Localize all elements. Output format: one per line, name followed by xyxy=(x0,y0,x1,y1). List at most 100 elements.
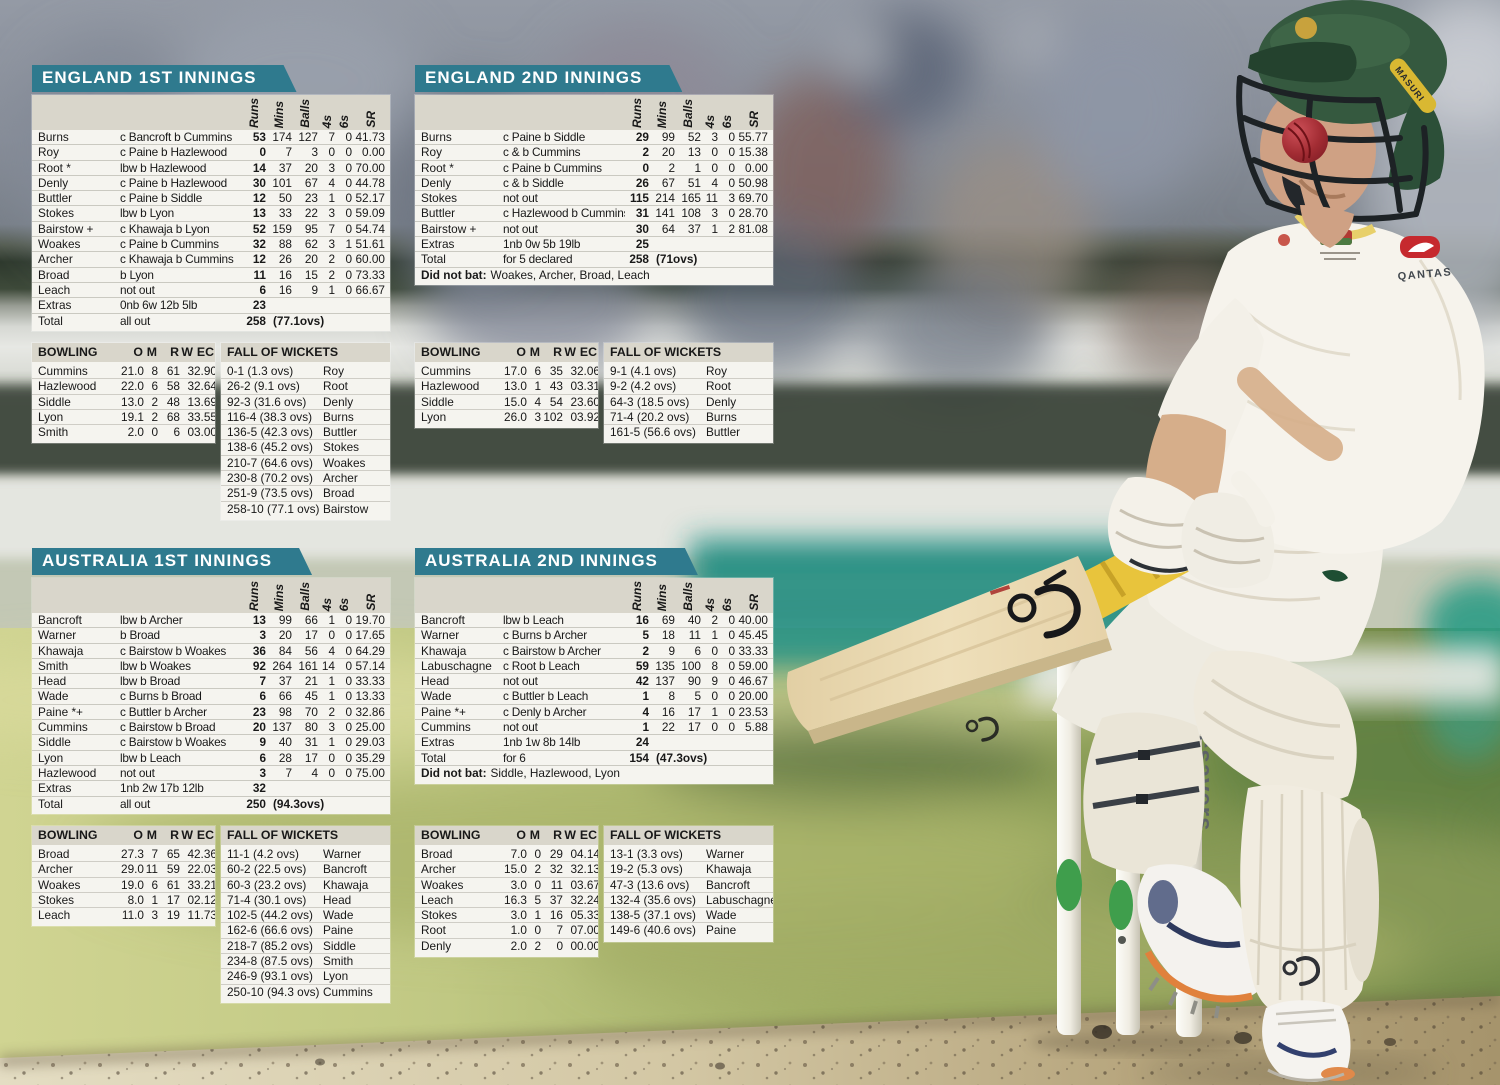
overs: 15.0 xyxy=(504,394,527,409)
fow-row: 132-4 (35.6 ovs) Labuschagne xyxy=(604,891,773,907)
batting-row: Leach not out 6 16 9 1 0 66.67 xyxy=(32,281,390,297)
mins: 66 xyxy=(278,689,292,704)
dismissal: c Buttler b Archer xyxy=(120,704,207,719)
did-not-bat-label: Did not bat: xyxy=(421,765,487,780)
strike-rate: 23.53 xyxy=(738,704,768,719)
spacer xyxy=(120,578,242,613)
runs-conceded: 65 xyxy=(166,847,180,861)
extras-label: Extras xyxy=(38,298,72,313)
fow-score: 138-5 (37.1 ovs) xyxy=(610,908,696,923)
fow-score: 251-9 (73.5 ovs) xyxy=(227,486,313,501)
runs: 6 xyxy=(259,282,266,297)
dismissal: c Buttler b Leach xyxy=(503,689,589,704)
wickets: 3 xyxy=(187,409,194,424)
spacer xyxy=(503,95,625,130)
runs-conceded: 0 xyxy=(556,938,563,953)
sixes: 0 xyxy=(345,613,352,627)
mins: 26 xyxy=(278,252,292,267)
fow-batsman: Root xyxy=(706,379,731,394)
batting-table: Runs Mins Balls 4s 6s SR Burns c Bancroft b C… xyxy=(32,95,390,331)
sixes: 0 xyxy=(345,658,352,673)
extras-detail: 1nb 1w 8b 14lb xyxy=(503,735,581,750)
balls: 80 xyxy=(304,720,318,735)
economy: 2.12 xyxy=(194,892,215,907)
sixes: 0 xyxy=(345,160,352,175)
mins: 7 xyxy=(285,145,292,160)
mins: 37 xyxy=(278,674,292,689)
batting-column-headers: Runs Mins Balls 4s 6s SR xyxy=(32,578,390,613)
sixes: 0 xyxy=(345,130,352,144)
economy: 7.00 xyxy=(577,923,598,938)
strike-rate: 45.45 xyxy=(738,628,768,643)
batting-row: Hazlewood not out 3 7 4 0 0 75.00 xyxy=(32,764,390,780)
batting-row: Bancroft lbw b Archer 13 99 66 1 0 19.70 xyxy=(32,613,390,627)
mins: 67 xyxy=(661,175,675,190)
bowling-header: BOWLING O M R W EC xyxy=(415,343,598,362)
maidens: 0 xyxy=(534,923,541,938)
column-header-cell: 4s xyxy=(701,95,718,130)
overs: 19.0 xyxy=(121,877,144,892)
column-header-cell: Balls xyxy=(292,95,318,130)
total-row: Total for 5 declared 258 (71ovs) xyxy=(415,251,773,266)
fow-batsman: Woakes xyxy=(323,455,366,470)
runs: 13 xyxy=(252,206,266,221)
batsman-name: Khawaja xyxy=(421,643,467,658)
strike-rate: 13.33 xyxy=(355,689,385,704)
dismissal: c Paine b Siddle xyxy=(120,191,203,206)
economy: 1.73 xyxy=(194,908,215,923)
fall-of-wickets: FALL OF WICKETS 9-1 (4.1 ovs) Roy 9-2 (4… xyxy=(604,343,773,444)
column-header: 6s xyxy=(336,597,351,611)
runs-conceded: 16 xyxy=(549,908,563,923)
batsman-name: Broad xyxy=(38,267,70,282)
sixes: 0 xyxy=(728,628,735,643)
strike-rate: 33.33 xyxy=(355,674,385,689)
economy: 3.67 xyxy=(577,877,598,892)
column-header-cell: 4s xyxy=(318,578,335,613)
runs: 1 xyxy=(642,720,649,735)
bowling-row: Leach 11.0 3 19 1 1.73 xyxy=(32,907,215,922)
bowler-name: Denly xyxy=(421,938,452,953)
fow-row: 92-3 (31.6 ovs) Denly xyxy=(221,393,390,409)
fow-row: 0-1 (1.3 ovs) Roy xyxy=(221,364,390,378)
overs: 7.0 xyxy=(510,847,527,861)
wickets: 0 xyxy=(570,923,577,938)
bowling-row: Broad 7.0 0 29 0 4.14 xyxy=(415,847,598,861)
fow-row: 19-2 (5.3 ovs) Khawaja xyxy=(604,861,773,876)
batting-row: Burns c Paine b Siddle 29 99 52 3 0 55.7… xyxy=(415,130,773,144)
bowler-name: Stokes xyxy=(38,892,75,907)
strike-rate: 35.29 xyxy=(355,750,385,765)
sixes: 0 xyxy=(728,674,735,689)
fours: 0 xyxy=(328,145,335,160)
dismissal: c Paine b Cummins xyxy=(503,160,602,175)
column-header: 4s xyxy=(702,597,717,611)
runs-conceded: 11 xyxy=(550,877,563,892)
column-header-cell: 6s xyxy=(335,578,352,613)
economy: 2.36 xyxy=(194,847,215,861)
fours: 0 xyxy=(711,160,718,175)
ball-seam xyxy=(1287,122,1311,162)
batting-row: Broad b Lyon 11 16 15 2 0 73.33 xyxy=(32,266,390,282)
balls: 13 xyxy=(687,145,701,160)
fours: 1 xyxy=(328,282,335,297)
column-header-cell: Balls xyxy=(675,578,701,613)
helmet-peak xyxy=(1248,41,1357,83)
strike-rate: 55.77 xyxy=(738,130,768,144)
fow-score: 9-1 (4.1 ovs) xyxy=(610,364,677,378)
batting-table: Runs Mins Balls 4s 6s SR Bancroft lbw b Leach… xyxy=(415,578,773,784)
fours: 1 xyxy=(711,628,718,643)
column-header: Runs xyxy=(247,98,261,128)
batsman-name: Stokes xyxy=(38,206,75,221)
runs: 12 xyxy=(252,252,266,267)
fow-batsman: Head xyxy=(323,892,352,907)
bowling-row: Hazlewood 13.0 1 43 0 3.31 xyxy=(415,378,598,393)
total-overs: (77.1ovs) xyxy=(273,313,325,328)
fow-batsman: Denly xyxy=(323,394,354,409)
bowling-row: Woakes 19.0 6 61 3 3.21 xyxy=(32,876,215,892)
runs-conceded: 48 xyxy=(166,394,180,409)
economy: 3.21 xyxy=(194,877,215,892)
bowling-table: BOWLING O M R W EC Broad 7.0 0 29 0 4.14 Arc… xyxy=(415,826,598,958)
wickets: 0 xyxy=(570,908,577,923)
runs-conceded: 7 xyxy=(556,923,563,938)
runs-conceded: 43 xyxy=(549,379,563,394)
fow-batsman: Cummins xyxy=(323,984,373,999)
